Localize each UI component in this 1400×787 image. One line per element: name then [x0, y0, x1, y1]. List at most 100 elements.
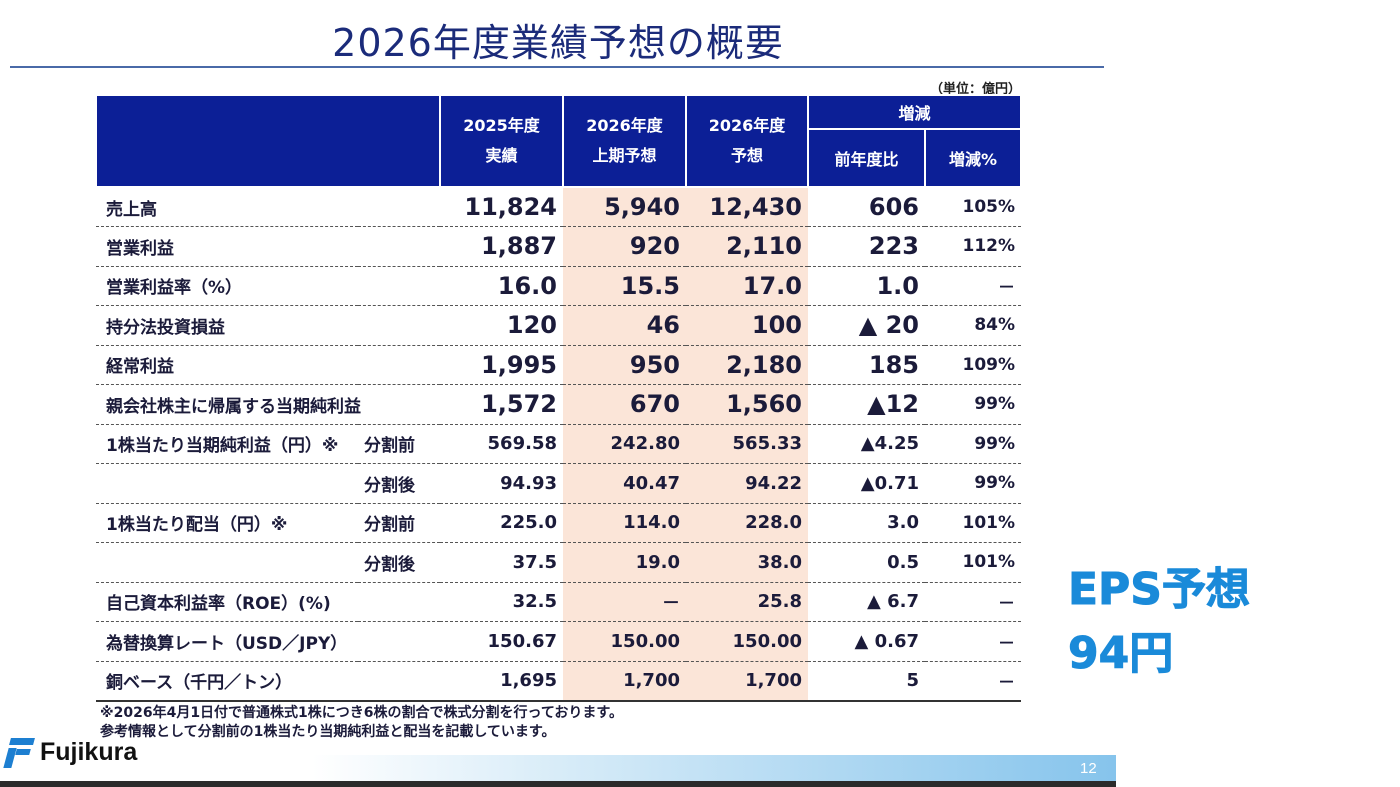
header-2025-actual: 2025年度 実績 [439, 94, 564, 188]
row-label: 営業利益 [96, 226, 440, 267]
cell-2026h: 150.00 [563, 621, 686, 662]
eps-callout-line-2: 94円 [1068, 628, 1174, 680]
cell-2025: 1,695 [440, 661, 563, 702]
footnotes: ※2026年4月1日付で普通株式1株につき6株の割合で株式分割を行っております。… [100, 704, 623, 742]
cell-pct: 112% [925, 226, 1022, 267]
row-label: 親会社株主に帰属する当期純利益 [96, 384, 440, 425]
cell-2026: 17.0 [686, 266, 808, 306]
bottom-strip [0, 781, 1116, 787]
cell-pct: 109% [925, 345, 1022, 385]
cell-2025: 225.0 [440, 503, 563, 543]
cell-2026h: 114.0 [563, 503, 686, 543]
cell-2025: 1,572 [440, 384, 563, 425]
cell-pct: － [925, 266, 1022, 306]
row-label [96, 463, 358, 504]
table-row: 持分法投資損益 120 46 100 ▲ 20 84% [96, 305, 1022, 346]
header-change: 増減 [806, 94, 1023, 130]
header-2026-forecast: 2026年度 予想 [685, 94, 809, 188]
fujikura-logo-icon [3, 736, 35, 768]
cell-2026: 1,560 [686, 384, 808, 425]
table-row: 為替換算レート（USD／JPY） 150.67 150.00 150.00 ▲ … [96, 621, 1022, 662]
cell-pct: 101% [925, 542, 1022, 583]
cell-yoy: ▲4.25 [808, 424, 925, 464]
cell-2025: 120 [440, 305, 563, 346]
cell-2025: 11,824 [440, 187, 563, 227]
cell-2026: 25.8 [686, 582, 808, 622]
cell-pct: 99% [925, 424, 1022, 464]
cell-2026: 1,700 [686, 661, 808, 702]
table-row: 営業利益率（%） 16.0 15.5 17.0 1.0 － [96, 266, 1022, 306]
cell-2025: 1,995 [440, 345, 563, 385]
footnote-line-2: 参考情報として分割前の1株当たり当期純利益と配当を記載しています。 [100, 724, 556, 740]
cell-yoy: 5 [808, 661, 925, 702]
row-sublabel: 分割前 [358, 503, 440, 543]
table-row: 1株当たり配当（円）※ 分割前 225.0 114.0 228.0 3.0 10… [96, 503, 1022, 543]
cell-pct: － [925, 661, 1022, 702]
header-blank [95, 94, 441, 188]
cell-2026h: 46 [563, 305, 686, 346]
cell-2026h: － [563, 582, 686, 622]
row-sublabel: 分割後 [358, 542, 440, 583]
cell-2026h: 242.80 [563, 424, 686, 464]
page-number: 12 [1080, 760, 1097, 777]
header-2026-line2: 予想 [730, 146, 763, 165]
cell-2026: 12,430 [686, 187, 808, 227]
table-row: 営業利益 1,887 920 2,110 223 112% [96, 226, 1022, 267]
eps-callout: EPS予想 94円 [1068, 558, 1251, 686]
cell-yoy: 223 [808, 226, 925, 267]
cell-pct: 101% [925, 503, 1022, 543]
cell-2026: 2,180 [686, 345, 808, 385]
cell-yoy: ▲ 20 [808, 305, 925, 346]
cell-2026h: 920 [563, 226, 686, 267]
row-sublabel: 分割後 [358, 463, 440, 504]
cell-pct: 105% [925, 187, 1022, 227]
cell-2026: 228.0 [686, 503, 808, 543]
cell-yoy: ▲0.71 [808, 463, 925, 504]
cell-2026: 94.22 [686, 463, 808, 504]
cell-2026h: 19.0 [563, 542, 686, 583]
table-row: 売上高 11,824 5,940 12,430 606 105% [96, 187, 1022, 227]
cell-2026h: 15.5 [563, 266, 686, 306]
cell-2026: 150.00 [686, 621, 808, 662]
cell-yoy: 3.0 [808, 503, 925, 543]
header-change-yoy: 前年度比 [807, 128, 926, 188]
cell-2026h: 950 [563, 345, 686, 385]
row-label: 為替換算レート（USD／JPY） [96, 621, 440, 662]
unit-label: （単位：億円） [930, 82, 1022, 97]
eps-callout-line-1: EPS予想 [1068, 564, 1251, 616]
logo-text: Fujikura [40, 737, 138, 766]
cell-2026h: 1,700 [563, 661, 686, 702]
header-2026h-line1: 2026年度 [586, 116, 663, 135]
cell-2025: 1,887 [440, 226, 563, 267]
table-row: 分割後 94.93 40.47 94.22 ▲0.71 99% [96, 463, 1022, 504]
forecast-table: 2025年度 実績 2026年度 上期予想 2026年度 予想 増減 前年度比 … [95, 94, 1023, 702]
cell-pct: 84% [925, 305, 1022, 346]
header-2026-h1-forecast: 2026年度 上期予想 [562, 94, 687, 188]
cell-yoy: ▲ 6.7 [808, 582, 925, 622]
cell-2026: 2,110 [686, 226, 808, 267]
page-title: 2026年度業績予想の概要 [332, 21, 784, 65]
table-row: 1株当たり当期純利益（円）※ 分割前 569.58 242.80 565.33 … [96, 424, 1022, 464]
table-row: 親会社株主に帰属する当期純利益 1,572 670 1,560 ▲12 99% [96, 384, 1022, 425]
cell-yoy: ▲ 0.67 [808, 621, 925, 662]
table-row: 経常利益 1,995 950 2,180 185 109% [96, 345, 1022, 385]
row-label: 自己資本利益率（ROE）(%) [96, 582, 440, 622]
cell-2025: 150.67 [440, 621, 563, 662]
cell-yoy: ▲12 [808, 384, 925, 425]
row-label: 1株当たり当期純利益（円）※ [96, 424, 358, 464]
table-row: 分割後 37.5 19.0 38.0 0.5 101% [96, 542, 1022, 583]
cell-2025: 16.0 [440, 266, 563, 306]
footer-bar [0, 755, 1116, 781]
table-row: 銅ベース（千円／トン） 1,695 1,700 1,700 5 － [96, 661, 1022, 702]
cell-2025: 32.5 [440, 582, 563, 622]
header-2025-line2: 実績 [485, 146, 518, 165]
row-label [96, 542, 358, 583]
cell-yoy: 0.5 [808, 542, 925, 583]
cell-pct: － [925, 621, 1022, 662]
row-label: 1株当たり配当（円）※ [96, 503, 358, 543]
cell-2025: 37.5 [440, 542, 563, 583]
row-label: 営業利益率（%） [96, 266, 440, 306]
row-label: 経常利益 [96, 345, 440, 385]
table-row: 自己資本利益率（ROE）(%) 32.5 － 25.8 ▲ 6.7 － [96, 582, 1022, 622]
header-change-pct: 増減% [923, 128, 1023, 188]
